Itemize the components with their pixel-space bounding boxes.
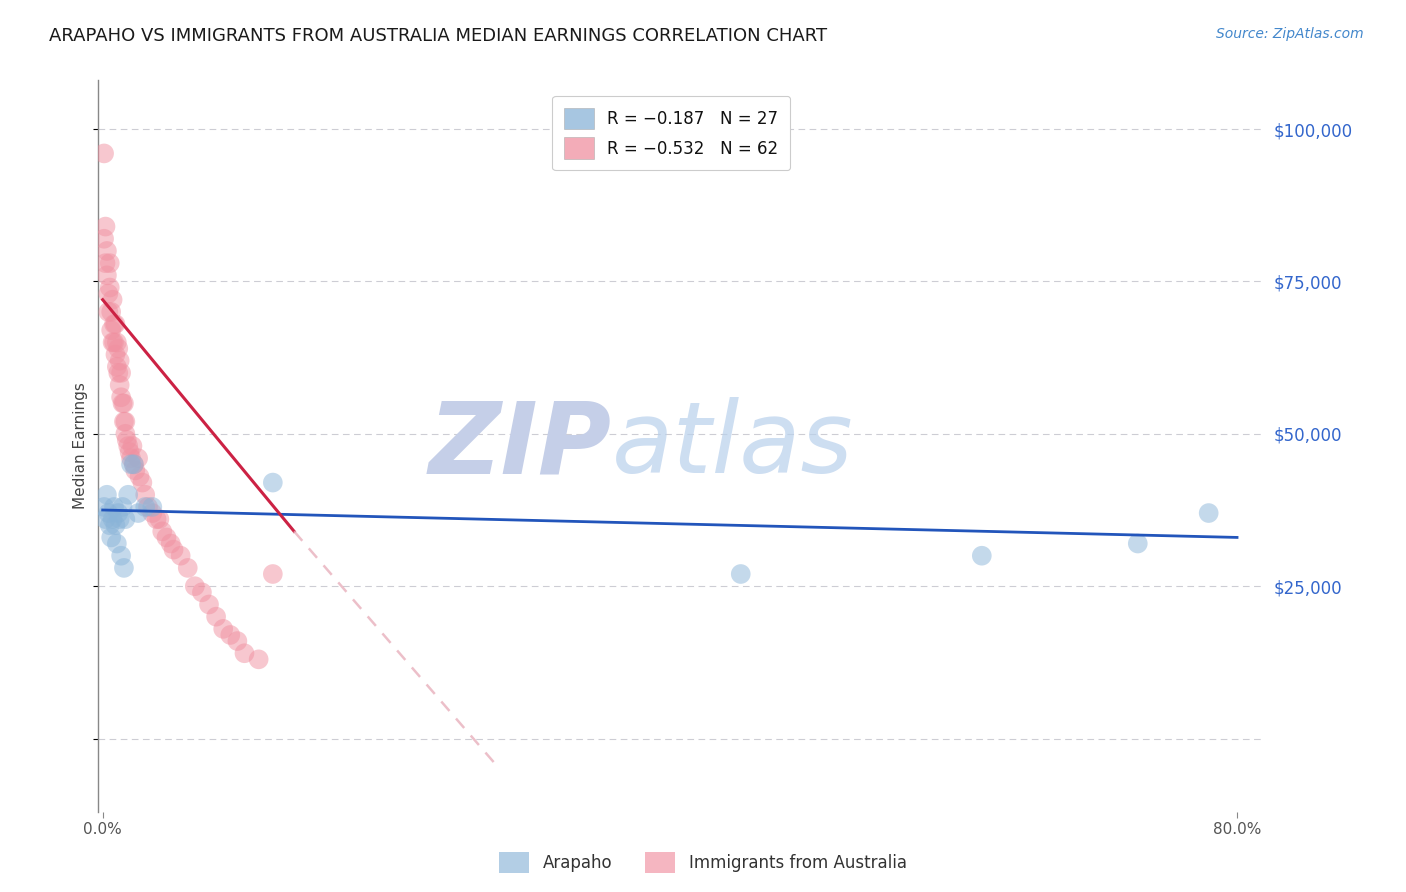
Point <box>107 506 129 520</box>
Point <box>108 353 131 368</box>
Point <box>107 366 129 380</box>
Point <box>1126 536 1149 550</box>
Point <box>97 286 120 301</box>
Point <box>141 500 163 514</box>
Point <box>155 530 177 544</box>
Point <box>101 512 124 526</box>
Point <box>103 500 125 514</box>
Point <box>97 506 120 520</box>
Point <box>198 598 221 612</box>
Point <box>115 433 138 447</box>
Point <box>108 378 131 392</box>
Text: ZIP: ZIP <box>429 398 612 494</box>
Point <box>105 359 128 374</box>
Point <box>112 561 135 575</box>
Point <box>94 219 117 234</box>
Legend: R = −0.187   N = 27, R = −0.532   N = 62: R = −0.187 N = 27, R = −0.532 N = 62 <box>553 96 790 170</box>
Point <box>131 475 153 490</box>
Point <box>96 268 118 283</box>
Point <box>970 549 993 563</box>
Legend: Arapaho, Immigrants from Australia: Arapaho, Immigrants from Australia <box>492 846 914 880</box>
Point <box>122 457 145 471</box>
Point <box>205 609 228 624</box>
Point <box>127 451 149 466</box>
Point <box>1198 506 1220 520</box>
Point <box>262 475 284 490</box>
Point <box>134 488 156 502</box>
Point <box>97 305 120 319</box>
Text: ARAPAHO VS IMMIGRANTS FROM AUSTRALIA MEDIAN EARNINGS CORRELATION CHART: ARAPAHO VS IMMIGRANTS FROM AUSTRALIA MED… <box>49 27 827 45</box>
Point <box>103 335 125 350</box>
Point <box>127 506 149 520</box>
Point <box>105 335 128 350</box>
Point <box>122 457 145 471</box>
Point <box>94 256 117 270</box>
Point <box>247 652 270 666</box>
Point <box>112 415 135 429</box>
Point <box>93 146 115 161</box>
Y-axis label: Median Earnings: Median Earnings <box>73 383 87 509</box>
Point <box>159 536 181 550</box>
Point <box>104 347 127 362</box>
Point <box>120 457 142 471</box>
Point <box>148 512 170 526</box>
Point <box>177 561 200 575</box>
Point <box>150 524 173 539</box>
Point <box>114 415 136 429</box>
Point <box>110 549 132 563</box>
Point <box>100 305 122 319</box>
Point <box>169 549 191 563</box>
Point <box>121 439 143 453</box>
Point <box>103 317 125 331</box>
Point <box>124 463 146 477</box>
Point <box>107 342 129 356</box>
Point <box>104 317 127 331</box>
Text: Source: ZipAtlas.com: Source: ZipAtlas.com <box>1216 27 1364 41</box>
Point <box>141 506 163 520</box>
Point <box>94 512 117 526</box>
Text: atlas: atlas <box>612 398 853 494</box>
Point <box>98 256 121 270</box>
Point <box>219 628 242 642</box>
Point <box>120 451 142 466</box>
Point <box>136 500 159 514</box>
Point <box>134 500 156 514</box>
Point <box>96 488 118 502</box>
Point <box>262 567 284 582</box>
Point <box>191 585 214 599</box>
Point <box>226 634 249 648</box>
Point <box>108 512 131 526</box>
Point <box>233 646 256 660</box>
Point <box>110 390 132 404</box>
Point <box>104 518 127 533</box>
Point <box>96 244 118 258</box>
Point <box>101 293 124 307</box>
Point <box>145 512 167 526</box>
Point <box>117 488 139 502</box>
Point <box>730 567 752 582</box>
Point <box>112 396 135 410</box>
Point <box>105 536 128 550</box>
Point <box>118 445 141 459</box>
Point <box>162 542 184 557</box>
Point <box>98 518 121 533</box>
Point <box>212 622 235 636</box>
Point <box>110 366 132 380</box>
Point <box>114 426 136 441</box>
Point <box>184 579 207 593</box>
Point <box>93 232 115 246</box>
Point <box>101 335 124 350</box>
Point <box>128 469 150 483</box>
Point <box>111 500 134 514</box>
Point <box>98 280 121 294</box>
Point <box>100 530 122 544</box>
Point <box>117 439 139 453</box>
Point <box>100 323 122 337</box>
Point <box>93 500 115 514</box>
Point <box>114 512 136 526</box>
Point <box>111 396 134 410</box>
